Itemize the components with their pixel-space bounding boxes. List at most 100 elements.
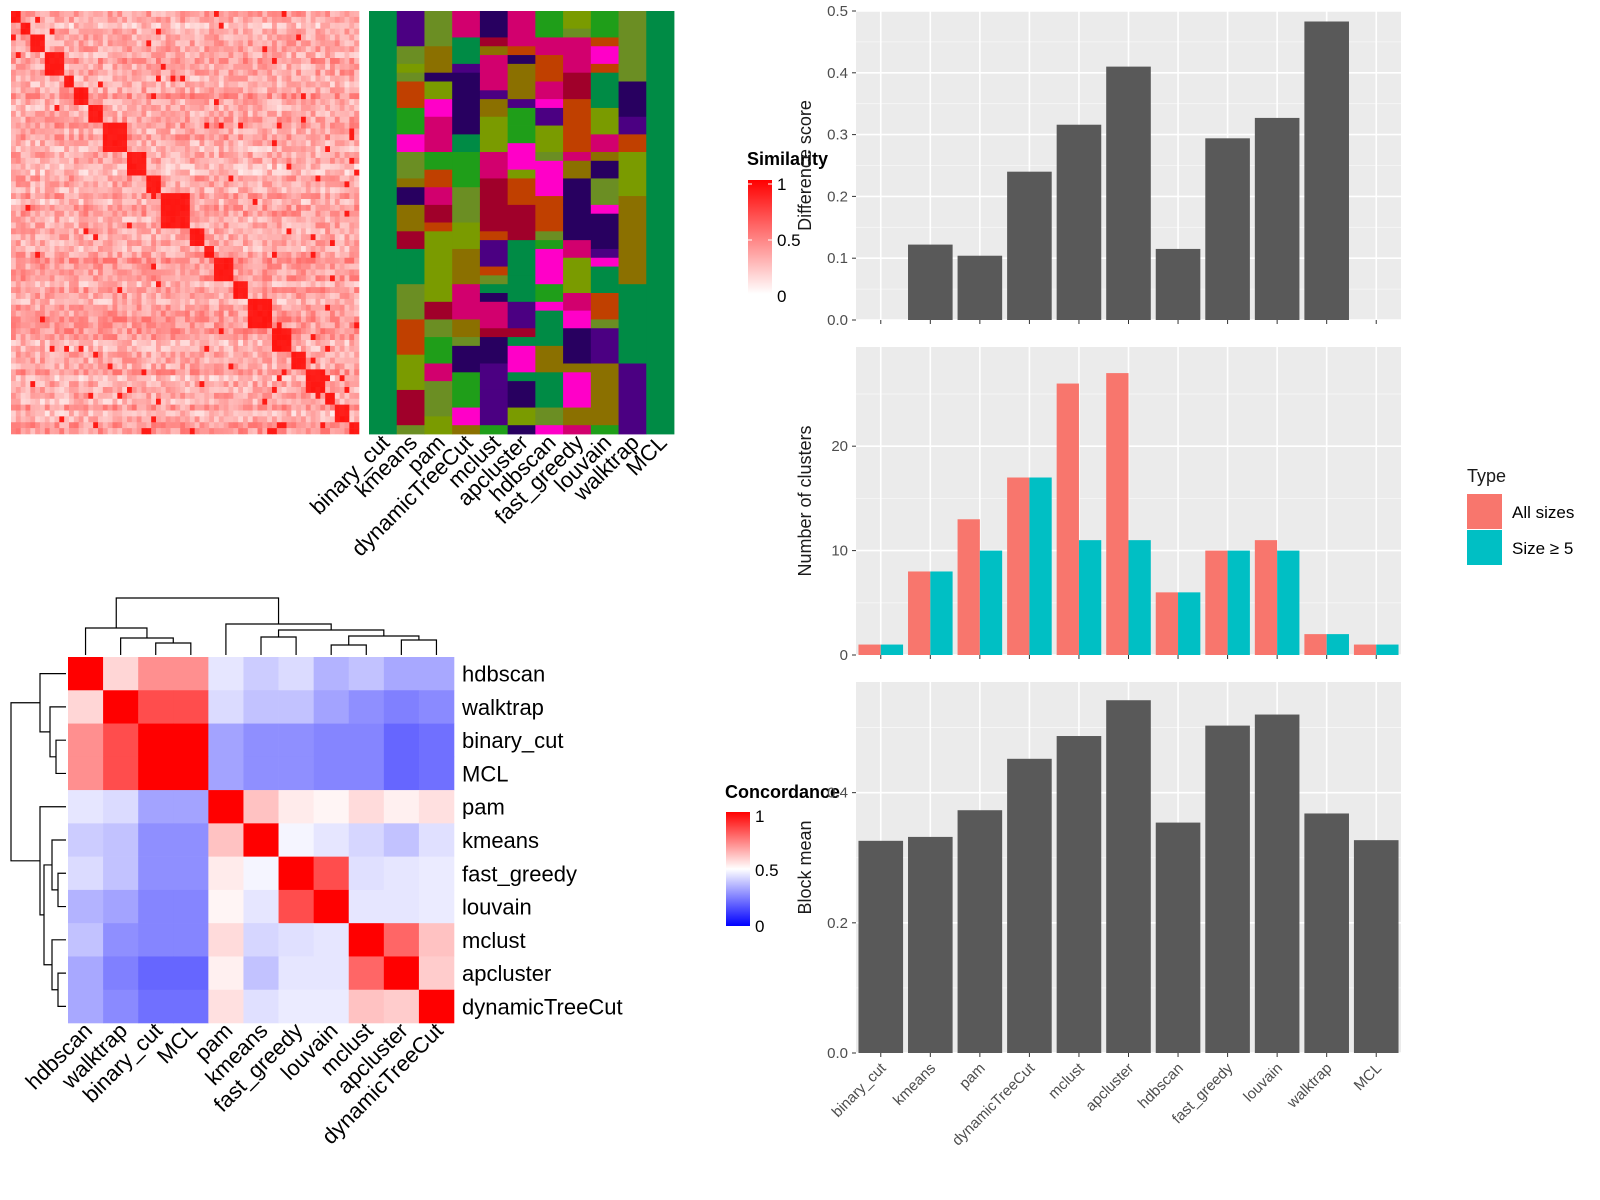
similarity-cell — [272, 16, 278, 24]
similarity-cell — [344, 122, 350, 129]
similarity-cell — [11, 275, 17, 282]
similarity-cell — [117, 163, 123, 170]
similarity-cell — [305, 328, 311, 335]
similarity-cell — [40, 69, 46, 76]
similarity-cell — [20, 181, 26, 188]
similarity-cell — [218, 63, 224, 71]
similarity-cell — [286, 257, 292, 264]
similarity-cell — [54, 293, 60, 300]
similarity-cell — [112, 105, 118, 112]
similarity-cell — [156, 316, 162, 323]
similarity-cell — [339, 140, 345, 147]
similarity-cell — [54, 152, 60, 159]
similarity-cell — [320, 99, 326, 106]
similarity-cell — [180, 304, 186, 311]
similarity-cell — [83, 40, 89, 47]
similarity-cell — [257, 246, 263, 253]
similarity-cell — [325, 375, 331, 382]
similarity-cell — [151, 281, 157, 288]
similarity-cell — [334, 222, 340, 229]
similarity-cell — [44, 404, 50, 411]
similarity-cell — [320, 163, 326, 170]
similarity-cell — [199, 69, 205, 76]
similarity-cell — [88, 228, 94, 235]
similarity-cell — [98, 410, 104, 417]
similarity-cell — [354, 222, 360, 229]
similarity-cell — [25, 181, 31, 188]
similarity-cell — [185, 216, 191, 223]
similarity-cell — [305, 140, 311, 147]
similarity-cell — [228, 293, 234, 300]
similarity-cell — [117, 322, 123, 329]
similarity-cell — [83, 398, 89, 405]
similarity-cell — [349, 269, 355, 276]
similarity-cell — [194, 40, 200, 47]
similarity-cell — [69, 52, 75, 59]
similarity-cell — [160, 199, 166, 206]
similarity-cell — [214, 287, 220, 294]
similarity-cell — [88, 281, 94, 288]
similarity-cell — [185, 228, 191, 235]
similarity-cell — [15, 304, 21, 311]
similarity-cell — [247, 269, 253, 276]
similarity-cell — [247, 298, 253, 306]
similarity-cell — [214, 322, 220, 329]
similarity-cell — [131, 16, 137, 24]
similarity-cell — [136, 398, 142, 405]
similarity-cell — [194, 316, 200, 323]
similarity-cell — [262, 404, 268, 411]
similarity-cell — [117, 81, 123, 88]
similarity-cell — [73, 298, 79, 306]
similarity-cell — [281, 175, 287, 182]
similarity-cell — [93, 351, 99, 358]
similarity-cell — [310, 369, 316, 376]
similarity-cell — [112, 87, 118, 94]
similarity-cell — [209, 298, 215, 306]
similarity-cell — [175, 310, 181, 317]
similarity-cell — [189, 298, 195, 306]
similarity-cell — [165, 216, 171, 223]
similarity-cell — [223, 146, 229, 153]
similarity-cell — [223, 175, 229, 182]
similarity-cell — [354, 87, 360, 94]
similarity-cell — [344, 234, 350, 241]
similarity-cell — [83, 263, 89, 270]
similarity-cell — [334, 240, 340, 247]
similarity-cell — [122, 75, 128, 82]
similarity-cell — [252, 269, 258, 276]
similarity-cell — [330, 340, 336, 347]
similarity-cell — [98, 416, 104, 423]
similarity-cell — [122, 416, 128, 423]
similarity-cell — [160, 146, 166, 153]
similarity-cell — [320, 251, 326, 259]
similarity-cell — [44, 334, 50, 341]
similarity-cell — [247, 240, 253, 247]
similarity-cell — [54, 116, 60, 123]
similarity-cell — [281, 298, 287, 306]
similarity-cell — [315, 410, 321, 417]
similarity-cell — [257, 28, 263, 35]
similarity-cell — [238, 75, 244, 82]
similarity-cell — [146, 293, 152, 300]
similarity-cell — [344, 304, 350, 311]
similarity-cell — [252, 234, 258, 241]
similarity-cell — [127, 240, 133, 247]
similarity-cell — [214, 281, 220, 288]
similarity-cell — [98, 281, 104, 288]
similarity-cell — [69, 58, 75, 65]
similarity-cell — [160, 357, 166, 364]
similarity-cell — [252, 187, 258, 194]
similarity-cell — [354, 58, 360, 65]
similarity-cell — [78, 146, 84, 153]
similarity-cell — [49, 69, 55, 76]
similarity-cell — [305, 52, 311, 59]
similarity-cell — [194, 22, 200, 29]
similarity-cell — [272, 28, 278, 35]
similarity-cell — [11, 334, 17, 341]
similarity-cell — [218, 222, 224, 229]
similarity-cell — [64, 387, 70, 394]
similarity-cell — [69, 87, 75, 94]
similarity-cell — [117, 175, 123, 182]
similarity-cell — [209, 381, 215, 388]
similarity-cell — [112, 22, 118, 29]
